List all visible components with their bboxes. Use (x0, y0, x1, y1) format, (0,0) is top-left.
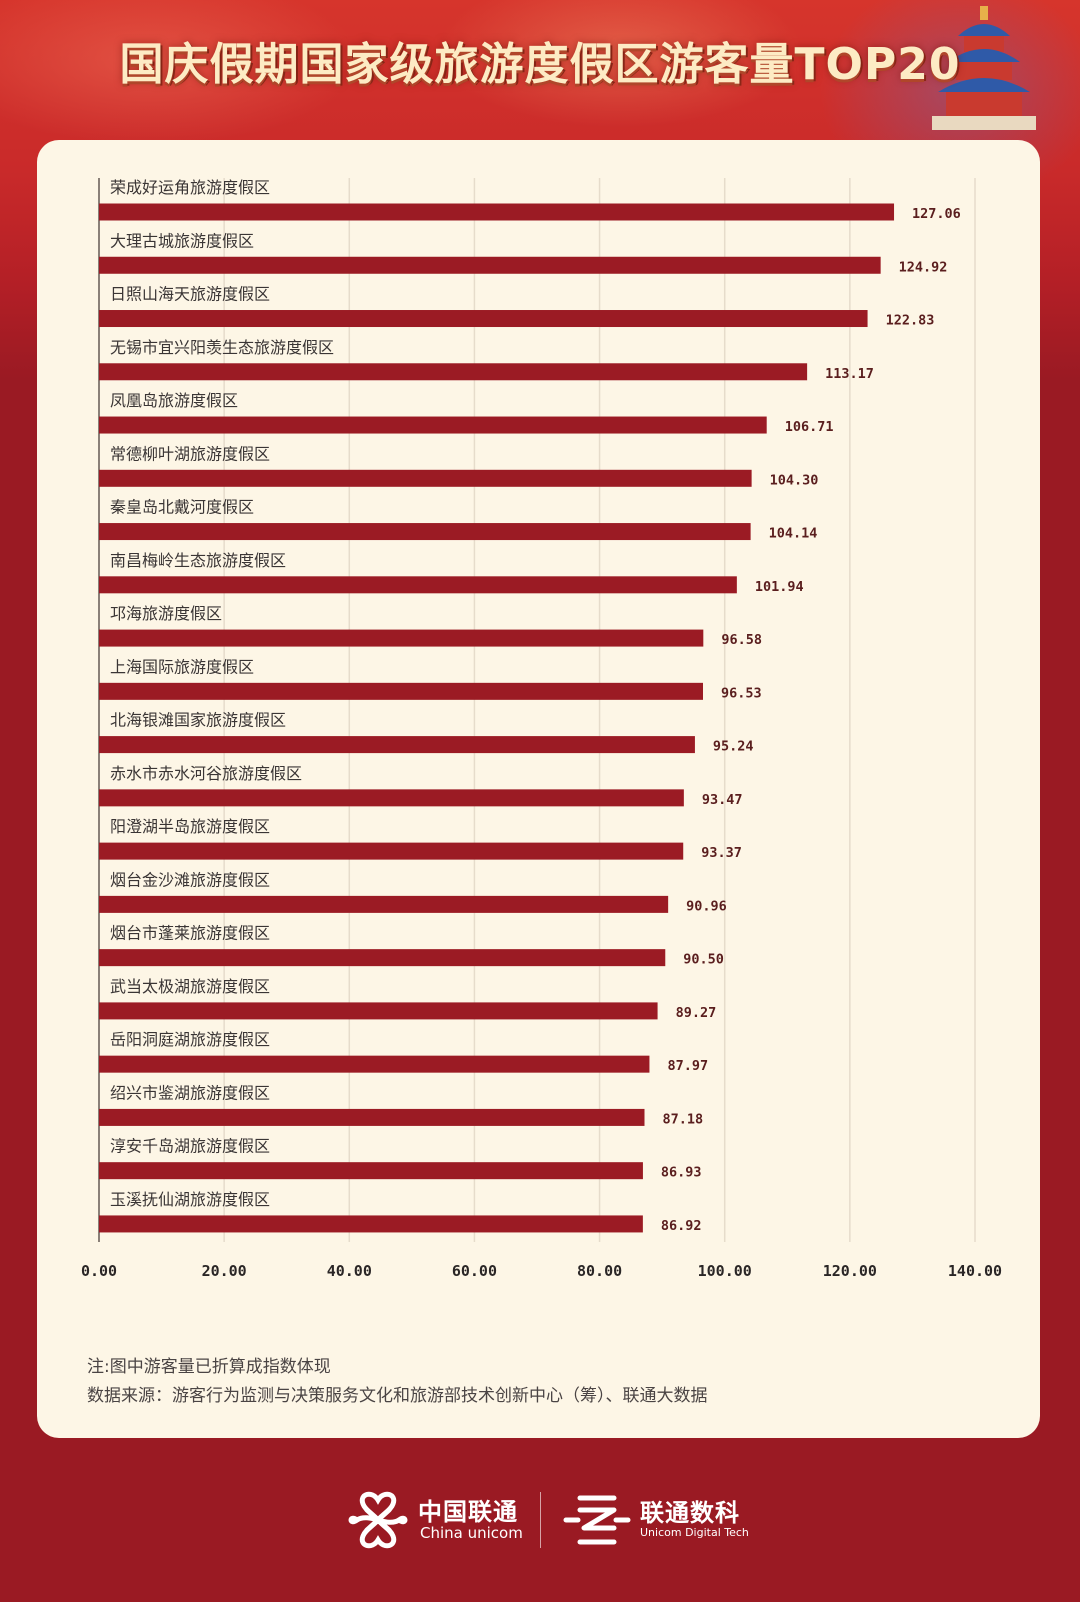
category-label: 武当太极湖旅游度假区 (110, 977, 270, 996)
bar (99, 682, 704, 700)
value-label: 93.37 (701, 845, 742, 861)
value-label: 86.92 (661, 1218, 702, 1234)
category-label: 烟台金沙滩旅游度假区 (110, 870, 270, 889)
bar (99, 310, 868, 328)
bar (99, 895, 669, 913)
category-label: 岳阳洞庭湖旅游度假区 (110, 1030, 270, 1049)
category-label: 绍兴市鉴湖旅游度假区 (110, 1083, 270, 1102)
value-label: 96.53 (721, 685, 762, 701)
bar (99, 363, 808, 381)
category-label: 邛海旅游度假区 (110, 604, 222, 623)
bar (99, 1215, 643, 1233)
bar (99, 1055, 650, 1073)
value-label: 90.96 (686, 898, 727, 914)
china-unicom-logo-en: China unicom (420, 1524, 523, 1542)
bar (99, 789, 684, 807)
category-label: 南昌梅岭生态旅游度假区 (110, 551, 286, 570)
category-label: 阳澄湖半岛旅游度假区 (110, 817, 270, 836)
category-label: 凤凰岛旅游度假区 (110, 391, 238, 410)
x-tick-label: 60.00 (452, 1262, 497, 1280)
bar (99, 416, 767, 434)
bar (99, 523, 751, 541)
category-label: 玉溪抚仙湖旅游度假区 (110, 1190, 270, 1209)
x-tick-label: 120.00 (823, 1262, 877, 1280)
value-label: 106.71 (785, 419, 834, 435)
logo-divider (540, 1492, 541, 1548)
unicom-digital-tech-logo-en: Unicom Digital Tech (640, 1526, 749, 1539)
value-label: 104.30 (770, 472, 819, 488)
category-label: 北海银滩国家旅游度假区 (110, 711, 286, 730)
category-label: 大理古城旅游度假区 (110, 231, 254, 250)
bar (99, 842, 684, 860)
category-label: 常德柳叶湖旅游度假区 (110, 444, 270, 463)
value-label: 113.17 (825, 366, 874, 382)
value-label: 96.58 (721, 632, 762, 648)
value-label: 101.94 (755, 579, 804, 595)
category-label: 赤水市赤水河谷旅游度假区 (110, 764, 302, 783)
x-tick-label: 140.00 (948, 1262, 1002, 1280)
x-tick-label: 40.00 (327, 1262, 372, 1280)
value-label: 87.18 (662, 1111, 703, 1127)
value-label: 93.47 (702, 792, 743, 808)
bar (99, 736, 695, 754)
x-tick-label: 80.00 (577, 1262, 622, 1280)
bar (99, 1162, 643, 1180)
china-unicom-knot-icon (348, 1491, 408, 1549)
bar (99, 629, 704, 647)
page-title: 国庆假期国家级旅游度假区游客量TOP20 (119, 39, 961, 90)
temple-of-heaven-illustration (932, 6, 1036, 130)
category-label: 秦皇岛北戴河度假区 (110, 498, 254, 517)
value-label: 87.97 (667, 1058, 708, 1074)
value-label: 95.24 (713, 739, 754, 755)
value-label: 124.92 (899, 259, 948, 275)
value-label: 127.06 (912, 206, 961, 222)
bar (99, 1108, 645, 1126)
bar (99, 576, 737, 594)
x-tick-label: 0.00 (81, 1262, 117, 1280)
category-label: 荣成好运角旅游度假区 (110, 178, 270, 197)
value-label: 122.83 (886, 313, 935, 329)
x-tick-label: 20.00 (202, 1262, 247, 1280)
value-label: 89.27 (676, 1005, 717, 1021)
category-label: 淳安千岛湖旅游度假区 (110, 1137, 270, 1156)
category-label: 无锡市宜兴阳羡生态旅游度假区 (110, 338, 334, 357)
value-label: 90.50 (683, 952, 724, 968)
data-source: 数据来源：游客行为监测与决策服务文化和旅游部技术创新中心（筹）、联通大数据 (87, 1386, 708, 1406)
category-label: 上海国际旅游度假区 (110, 657, 254, 676)
china-unicom-logo-cn: 中国联通 (418, 1498, 518, 1526)
unicom-digital-tech-logo-cn: 联通数科 (640, 1499, 740, 1527)
bar (99, 469, 752, 487)
category-label: 日照山海天旅游度假区 (110, 285, 270, 304)
category-label: 烟台市蓬莱旅游度假区 (110, 924, 270, 943)
chart-note: 注:图中游客量已折算成指数体现 (87, 1357, 331, 1377)
value-label: 86.93 (661, 1165, 702, 1181)
bar (99, 203, 895, 221)
value-label: 104.14 (769, 526, 818, 542)
bar (99, 256, 881, 274)
bar (99, 1002, 658, 1020)
x-tick-label: 100.00 (698, 1262, 752, 1280)
bar (99, 949, 666, 967)
unicom-digital-tech-icon (563, 1495, 631, 1545)
